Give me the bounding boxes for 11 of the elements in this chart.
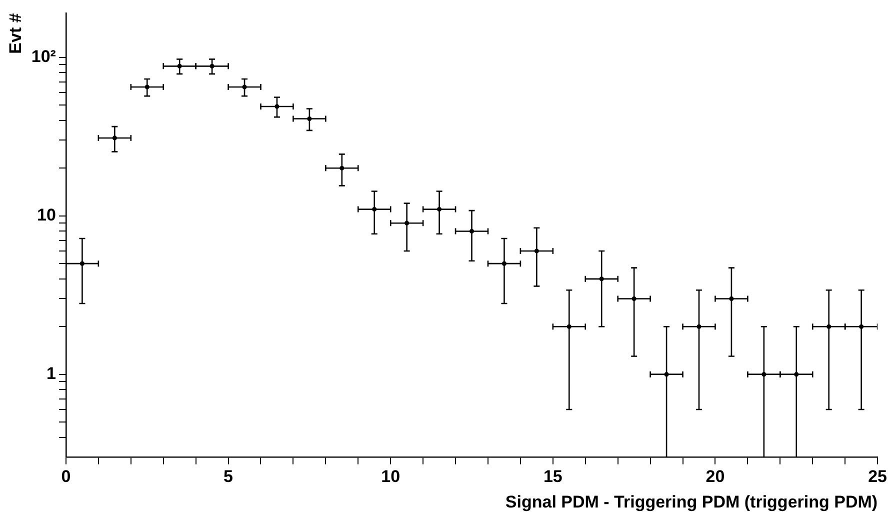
x-tick-label: 5 (224, 467, 234, 486)
y-tick-label: 10² (31, 47, 56, 66)
y-axis-title: Evt # (6, 12, 25, 54)
x-tick-label: 10 (381, 467, 400, 486)
x-axis-title: Signal PDM - Triggering PDM (triggering PDM) (505, 492, 878, 512)
x-tick-label: 15 (543, 467, 562, 486)
x-tick-label: 0 (61, 467, 71, 486)
y-tick-label: 1 (46, 364, 56, 384)
y-tick-label: 10 (37, 206, 56, 225)
x-tick-label: 20 (706, 467, 725, 486)
x-tick-label: 25 (868, 467, 888, 486)
